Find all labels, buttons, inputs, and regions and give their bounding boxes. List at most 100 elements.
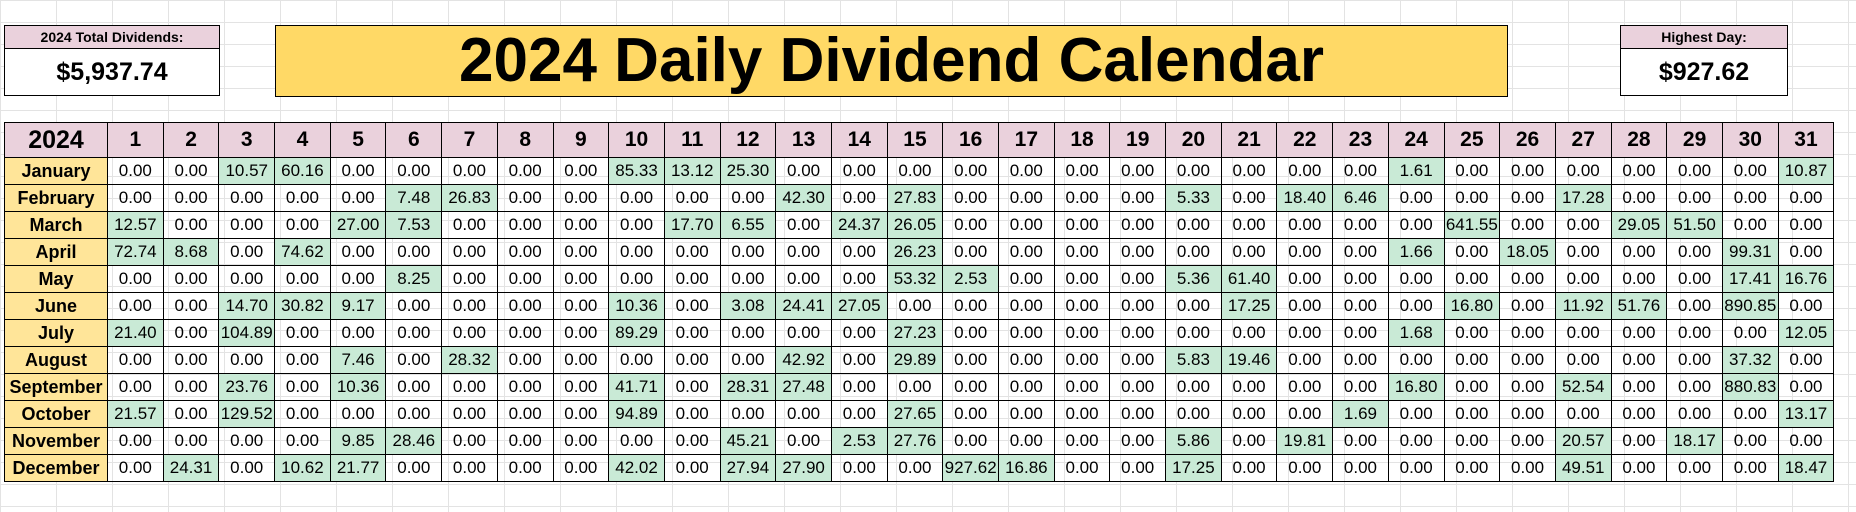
- dividend-cell[interactable]: 0.00: [441, 157, 498, 185]
- day-header-cell[interactable]: 3: [218, 122, 276, 158]
- dividend-cell[interactable]: 0.00: [329, 157, 387, 185]
- dividend-cell[interactable]: 26.23: [886, 238, 944, 266]
- dividend-cell[interactable]: 24.31: [162, 454, 220, 482]
- dividend-cell[interactable]: 0.00: [162, 292, 220, 320]
- dividend-cell[interactable]: 10.62: [274, 454, 331, 482]
- dividend-cell[interactable]: 0.00: [162, 373, 220, 401]
- dividend-cell[interactable]: 0.00: [1220, 157, 1278, 185]
- dividend-cell[interactable]: 0.00: [830, 157, 888, 185]
- dividend-cell[interactable]: 41.71: [608, 373, 665, 401]
- dividend-cell[interactable]: 0.00: [1109, 400, 1167, 428]
- dividend-cell[interactable]: 0.00: [1499, 454, 1556, 482]
- dividend-cell[interactable]: 0.00: [1554, 265, 1612, 293]
- dividend-cell[interactable]: 0.00: [1499, 427, 1556, 455]
- dividend-cell[interactable]: 51.76: [1610, 292, 1668, 320]
- dividend-cell[interactable]: 0.00: [886, 373, 944, 401]
- dividend-cell[interactable]: 85.33: [608, 157, 665, 185]
- dividend-cell[interactable]: 45.21: [719, 427, 777, 455]
- dividend-cell[interactable]: 28.46: [385, 427, 443, 455]
- dividend-cell[interactable]: 0.00: [274, 400, 331, 428]
- dividend-cell[interactable]: 1.61: [1387, 157, 1445, 185]
- dividend-cell[interactable]: 0.00: [552, 265, 610, 293]
- dividend-cell[interactable]: 0.00: [274, 373, 331, 401]
- dividend-cell[interactable]: 16.76: [1777, 265, 1835, 293]
- dividend-cell[interactable]: 0.00: [552, 211, 610, 239]
- dividend-cell[interactable]: 0.00: [830, 184, 888, 212]
- dividend-cell[interactable]: 0.00: [1499, 292, 1556, 320]
- day-header-cell[interactable]: 17: [998, 122, 1055, 158]
- month-label-cell[interactable]: June: [4, 292, 108, 320]
- dividend-cell[interactable]: 16.86: [998, 454, 1055, 482]
- dividend-cell[interactable]: 0.00: [1332, 238, 1389, 266]
- dividend-cell[interactable]: 37.32: [1721, 346, 1779, 374]
- dividend-cell[interactable]: 0.00: [1109, 157, 1167, 185]
- dividend-cell[interactable]: 0.00: [1499, 265, 1556, 293]
- dividend-cell[interactable]: 0.00: [830, 265, 888, 293]
- dividend-cell[interactable]: 21.57: [107, 400, 164, 428]
- dividend-cell[interactable]: 0.00: [1332, 346, 1389, 374]
- dividend-cell[interactable]: 2.53: [830, 427, 888, 455]
- day-header-cell[interactable]: 21: [1220, 122, 1278, 158]
- dividend-cell[interactable]: 0.00: [1276, 373, 1334, 401]
- day-header-cell[interactable]: 25: [1443, 122, 1501, 158]
- dividend-cell[interactable]: 0.00: [998, 157, 1055, 185]
- dividend-cell[interactable]: 0.00: [1109, 319, 1167, 347]
- dividend-cell[interactable]: 0.00: [1443, 184, 1501, 212]
- dividend-cell[interactable]: 0.00: [1610, 346, 1668, 374]
- dividend-cell[interactable]: 0.00: [998, 346, 1055, 374]
- day-header-cell[interactable]: 20: [1165, 122, 1222, 158]
- dividend-cell[interactable]: 99.31: [1721, 238, 1779, 266]
- dividend-cell[interactable]: 0.00: [552, 427, 610, 455]
- dividend-cell[interactable]: 0.00: [719, 400, 777, 428]
- dividend-cell[interactable]: 0.00: [1554, 400, 1612, 428]
- dividend-cell[interactable]: 0.00: [830, 238, 888, 266]
- dividend-cell[interactable]: 0.00: [1387, 454, 1445, 482]
- dividend-cell[interactable]: 0.00: [107, 157, 164, 185]
- dividend-cell[interactable]: 0.00: [496, 319, 554, 347]
- dividend-cell[interactable]: 0.00: [1666, 157, 1723, 185]
- dividend-cell[interactable]: 0.00: [1443, 238, 1501, 266]
- dividend-cell[interactable]: 5.86: [1165, 427, 1222, 455]
- dividend-cell[interactable]: 641.55: [1443, 211, 1501, 239]
- dividend-cell[interactable]: 0.00: [1666, 184, 1723, 212]
- dividend-cell[interactable]: 0.00: [218, 454, 276, 482]
- dividend-cell[interactable]: 0.00: [496, 427, 554, 455]
- dividend-cell[interactable]: 0.00: [1276, 211, 1334, 239]
- dividend-cell[interactable]: 0.00: [107, 265, 164, 293]
- dividend-cell[interactable]: 0.00: [998, 184, 1055, 212]
- month-label-cell[interactable]: July: [4, 319, 108, 347]
- dividend-cell[interactable]: 104.89: [218, 319, 276, 347]
- dividend-cell[interactable]: 0.00: [608, 211, 665, 239]
- dividend-cell[interactable]: 0.00: [1276, 157, 1334, 185]
- dividend-cell[interactable]: 0.00: [1499, 211, 1556, 239]
- dividend-cell[interactable]: 0.00: [1387, 400, 1445, 428]
- dividend-cell[interactable]: 0.00: [998, 292, 1055, 320]
- dividend-cell[interactable]: 27.76: [886, 427, 944, 455]
- day-header-cell[interactable]: 27: [1554, 122, 1612, 158]
- dividend-cell[interactable]: 53.32: [886, 265, 944, 293]
- dividend-cell[interactable]: 27.90: [775, 454, 832, 482]
- dividend-cell[interactable]: 0.00: [552, 346, 610, 374]
- day-header-cell[interactable]: 15: [886, 122, 944, 158]
- month-label-cell[interactable]: October: [4, 400, 108, 428]
- dividend-cell[interactable]: 0.00: [329, 400, 387, 428]
- day-header-cell[interactable]: 6: [385, 122, 443, 158]
- year-header-cell[interactable]: 2024: [4, 122, 108, 158]
- dividend-cell[interactable]: 0.00: [663, 319, 721, 347]
- dividend-cell[interactable]: 0.00: [830, 400, 888, 428]
- dividend-cell[interactable]: 0.00: [1443, 157, 1501, 185]
- dividend-cell[interactable]: 0.00: [1109, 265, 1167, 293]
- dividend-cell[interactable]: 0.00: [719, 265, 777, 293]
- dividend-cell[interactable]: 0.00: [1053, 373, 1111, 401]
- dividend-cell[interactable]: 0.00: [1332, 292, 1389, 320]
- day-header-cell[interactable]: 24: [1387, 122, 1445, 158]
- dividend-cell[interactable]: 1.66: [1387, 238, 1445, 266]
- day-header-cell[interactable]: 19: [1109, 122, 1167, 158]
- dividend-cell[interactable]: 23.76: [218, 373, 276, 401]
- dividend-cell[interactable]: 0.00: [1610, 184, 1668, 212]
- dividend-cell[interactable]: 27.83: [886, 184, 944, 212]
- dividend-cell[interactable]: 0.00: [1666, 400, 1723, 428]
- dividend-cell[interactable]: 0.00: [107, 292, 164, 320]
- dividend-cell[interactable]: 94.89: [608, 400, 665, 428]
- dividend-cell[interactable]: 0.00: [719, 238, 777, 266]
